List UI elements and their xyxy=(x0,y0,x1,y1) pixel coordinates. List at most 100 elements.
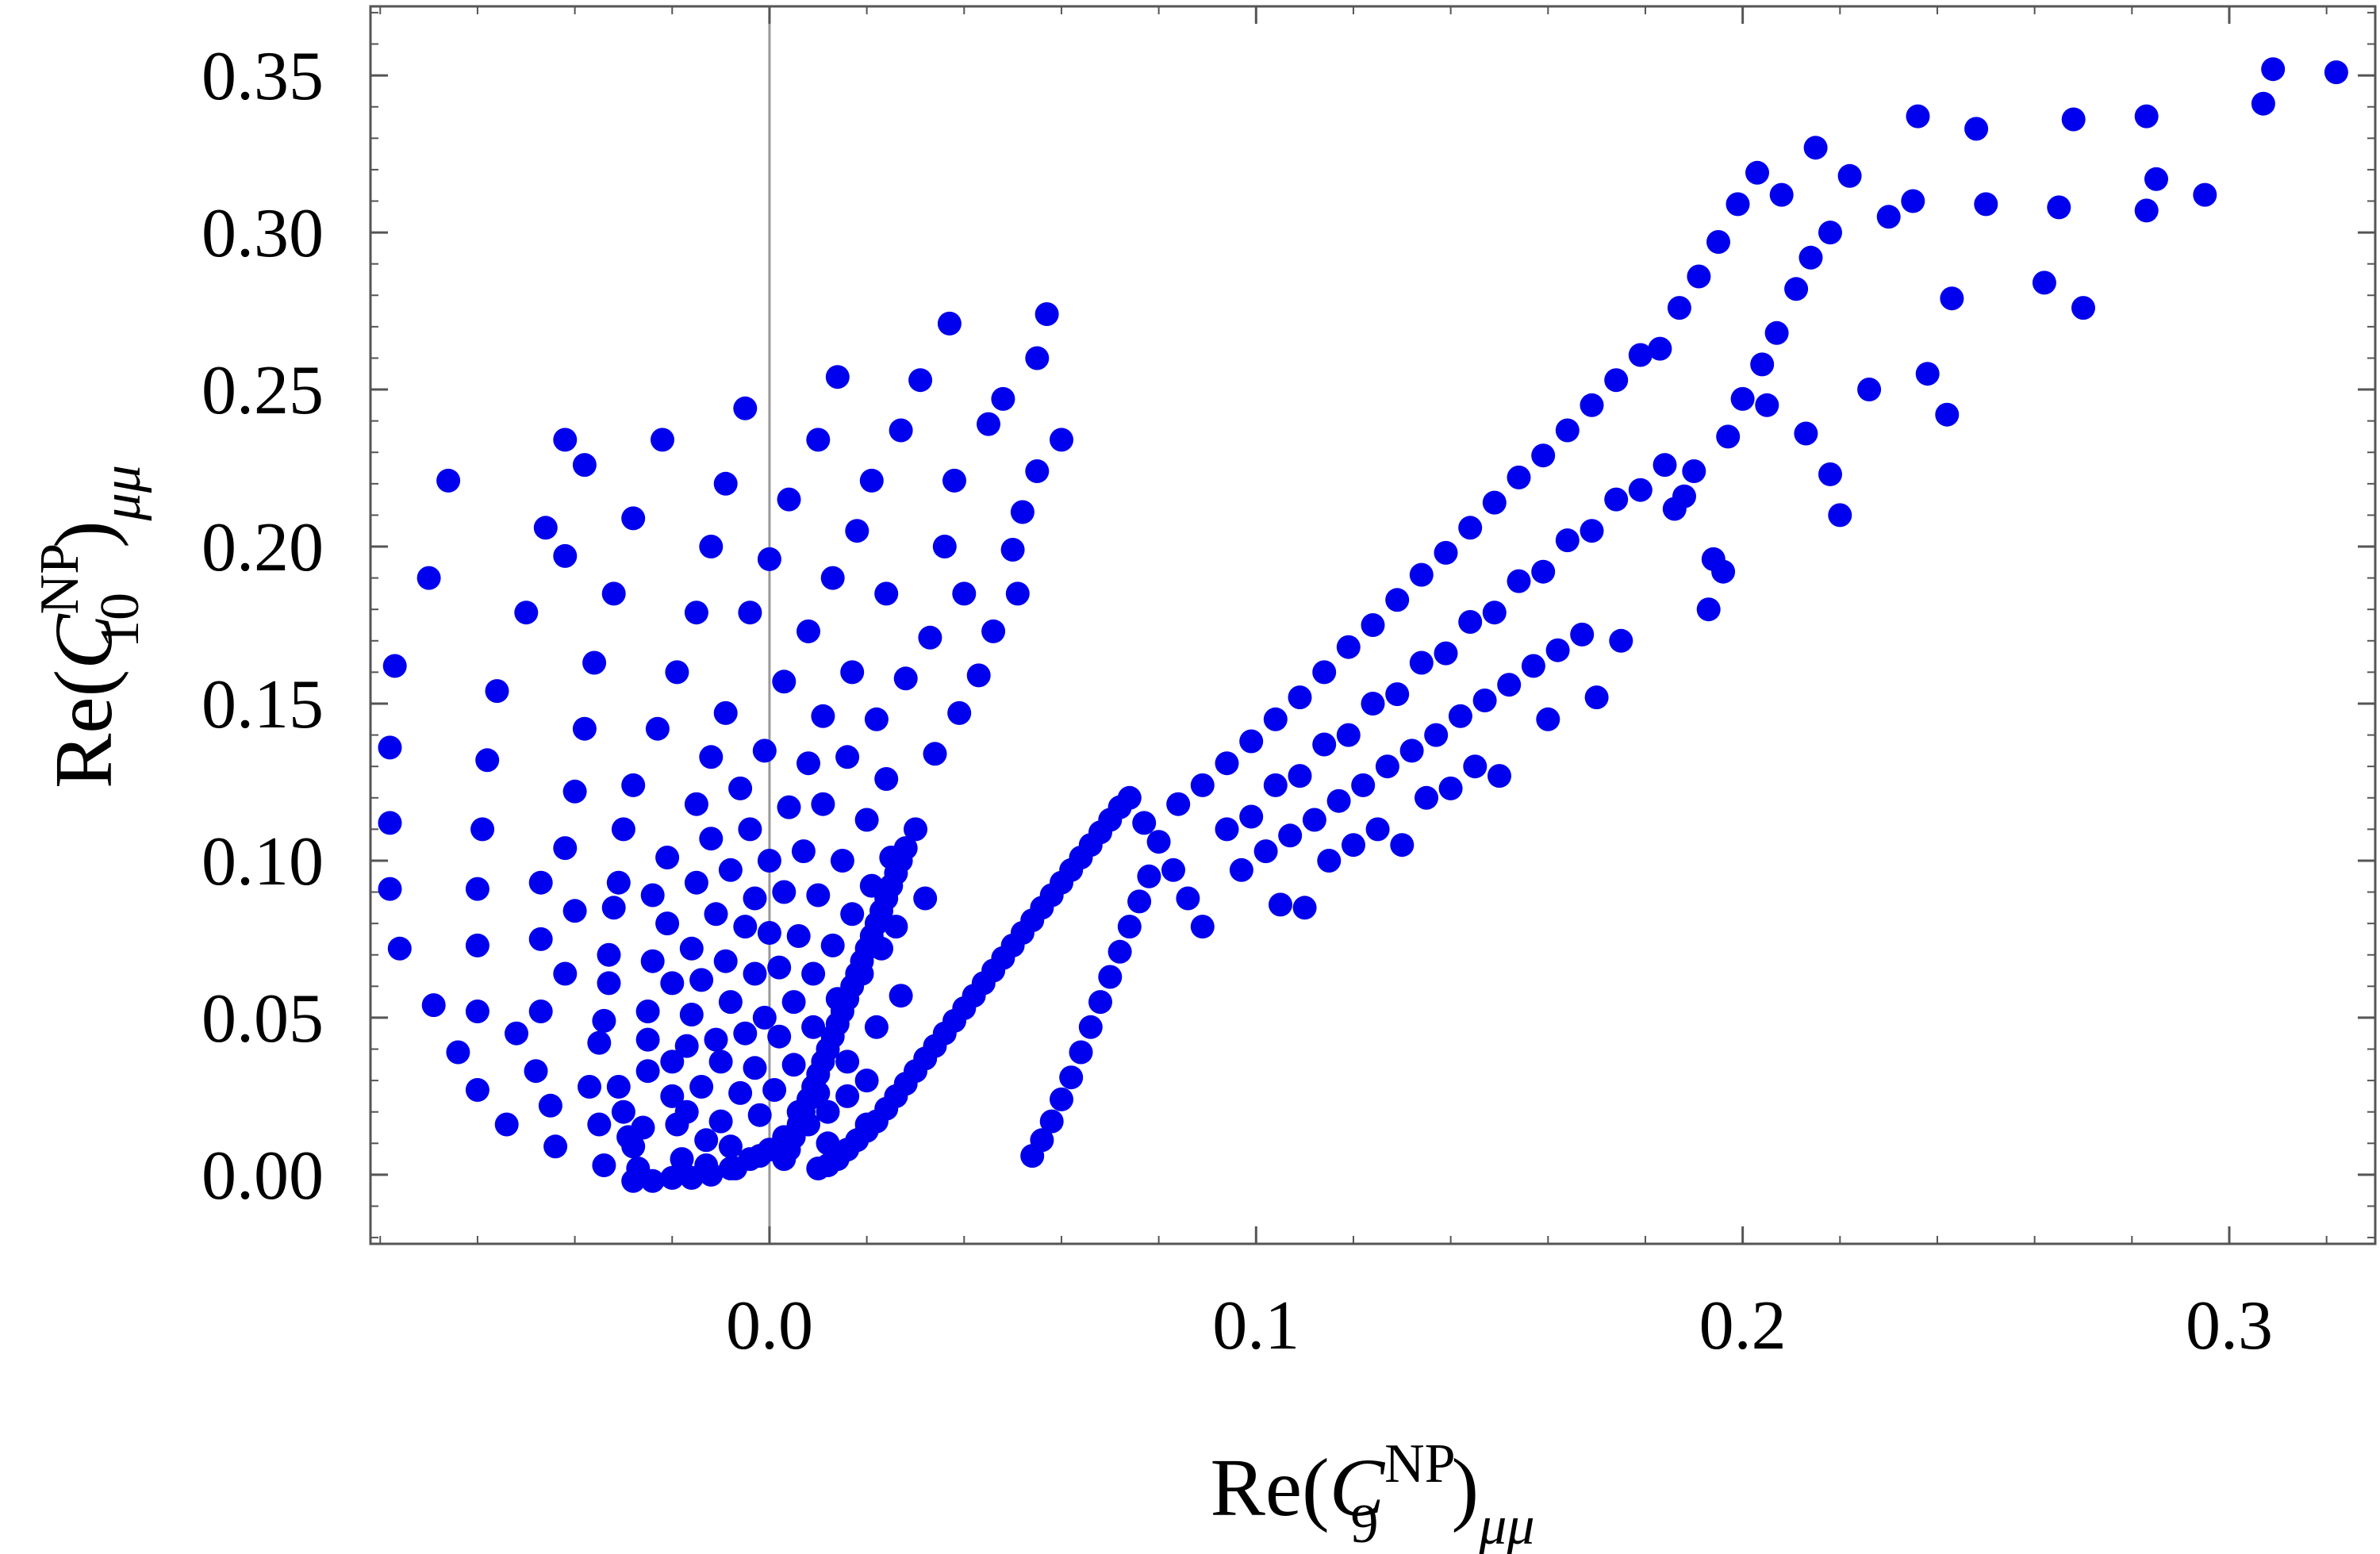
data-point xyxy=(631,1115,655,1140)
data-point xyxy=(1463,754,1488,779)
data-point xyxy=(1458,610,1483,634)
data-point xyxy=(840,660,865,685)
data-point xyxy=(699,1162,724,1187)
data-point xyxy=(1059,1065,1084,1090)
data-point xyxy=(1312,732,1337,757)
data-point xyxy=(1278,823,1303,848)
data-point xyxy=(1263,707,1288,731)
data-point xyxy=(728,776,753,800)
data-point xyxy=(1361,613,1385,637)
data-point xyxy=(1730,386,1755,411)
data-point xyxy=(1604,368,1629,393)
data-point xyxy=(937,311,962,336)
data-point xyxy=(942,468,966,493)
y-tick-label: 0.10 xyxy=(202,823,324,900)
data-point xyxy=(1915,362,1940,386)
data-point xyxy=(1974,192,1998,217)
data-point xyxy=(743,961,767,986)
data-point xyxy=(772,670,797,694)
data-point xyxy=(1409,650,1434,675)
data-point xyxy=(1794,421,1818,446)
data-point xyxy=(660,1049,685,1074)
data-point xyxy=(743,886,767,911)
data-point xyxy=(640,883,665,907)
data-point xyxy=(811,704,835,728)
data-point xyxy=(660,1165,685,1190)
data-point xyxy=(733,396,758,420)
data-point xyxy=(562,899,587,923)
data-point xyxy=(1107,939,1132,964)
data-point xyxy=(553,428,578,452)
x-axis-label-prefix: Re( xyxy=(1211,1442,1330,1533)
data-point xyxy=(470,817,495,842)
data-point xyxy=(1711,559,1736,584)
data-point xyxy=(1161,858,1185,882)
data-point xyxy=(757,547,781,571)
data-point xyxy=(689,968,714,992)
data-point xyxy=(762,1078,787,1102)
y-tick-label: 0.25 xyxy=(202,352,324,429)
data-point xyxy=(1497,673,1522,697)
data-point xyxy=(640,949,665,973)
data-point xyxy=(1488,764,1511,789)
y-tick-label: 0.05 xyxy=(202,980,324,1057)
data-point xyxy=(835,745,860,769)
y-axis-label: Re(CNP10)μμ xyxy=(29,465,152,789)
data-point xyxy=(781,990,806,1015)
data-point xyxy=(797,619,820,643)
data-point xyxy=(2071,296,2095,320)
data-point xyxy=(1050,428,1073,452)
data-point xyxy=(1706,230,1730,254)
data-point xyxy=(932,535,957,558)
data-point xyxy=(378,811,402,835)
data-point xyxy=(733,1021,758,1046)
data-point xyxy=(1132,811,1157,835)
data-point xyxy=(1784,277,1809,301)
data-point xyxy=(606,870,631,895)
y-axis-label-tail: μμ xyxy=(91,465,152,521)
data-point xyxy=(893,666,918,691)
data-point xyxy=(553,961,578,986)
data-point xyxy=(382,654,407,678)
data-point xyxy=(485,679,509,704)
data-point xyxy=(1482,600,1507,625)
data-point xyxy=(1876,205,1901,229)
data-point xyxy=(791,839,816,864)
y-tick-label: 0.15 xyxy=(202,666,324,743)
data-point xyxy=(1545,638,1570,662)
data-point xyxy=(854,808,879,832)
data-point xyxy=(578,1075,601,1099)
data-point xyxy=(1755,393,1779,417)
data-point xyxy=(645,716,670,741)
data-point xyxy=(592,1008,616,1033)
data-point xyxy=(1906,104,1930,129)
data-point xyxy=(864,1015,889,1039)
data-point xyxy=(1570,622,1595,647)
data-point xyxy=(738,600,762,625)
data-point xyxy=(1312,660,1337,685)
data-point xyxy=(587,1112,612,1137)
x-axis-ticks: 0.0 0.1 0.2 0.3 xyxy=(726,6,2273,1364)
x-tick-label: 0.2 xyxy=(1699,1287,1787,1364)
data-point xyxy=(2032,271,2056,295)
data-point xyxy=(699,535,724,558)
data-point xyxy=(767,955,792,980)
data-point xyxy=(1580,393,1604,417)
data-point xyxy=(611,1099,635,1124)
data-point xyxy=(704,902,728,927)
data-point xyxy=(640,1168,665,1193)
data-point xyxy=(747,1103,772,1127)
data-point xyxy=(859,468,884,493)
data-point xyxy=(1035,302,1059,326)
data-point xyxy=(1434,641,1458,666)
data-point xyxy=(562,779,587,804)
data-point xyxy=(1078,1015,1103,1039)
data-point xyxy=(1190,915,1215,939)
data-point xyxy=(679,1165,704,1190)
data-point xyxy=(505,1021,528,1046)
data-point xyxy=(1292,896,1317,920)
data-point xyxy=(889,984,913,1008)
data-point xyxy=(1336,635,1361,659)
data-point xyxy=(1127,889,1152,914)
data-point xyxy=(1604,487,1629,512)
